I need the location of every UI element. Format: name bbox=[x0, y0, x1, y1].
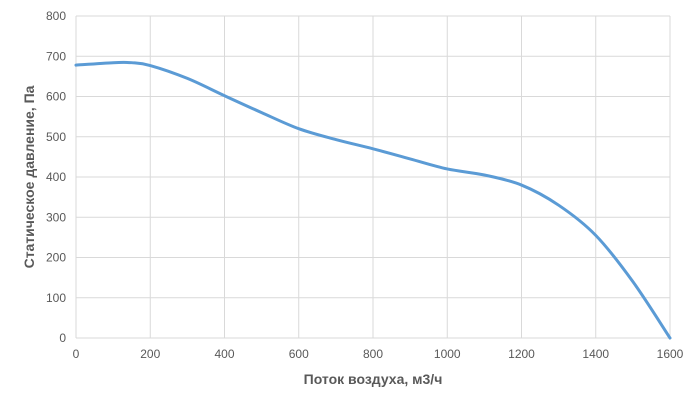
series bbox=[74, 60, 672, 340]
x-tick-label: 1200 bbox=[508, 347, 535, 361]
y-tick-label: 700 bbox=[46, 49, 66, 63]
series-line bbox=[74, 60, 672, 340]
x-tick-label: 200 bbox=[140, 347, 160, 361]
x-tick-label: 600 bbox=[289, 347, 309, 361]
x-tick-label: 1400 bbox=[582, 347, 609, 361]
y-tick-label: 0 bbox=[59, 331, 66, 345]
x-tick-label: 0 bbox=[73, 347, 80, 361]
y-tick-label: 800 bbox=[46, 9, 66, 23]
x-tick-label: 400 bbox=[214, 347, 234, 361]
x-tick-label: 1600 bbox=[657, 347, 684, 361]
y-tick-label: 300 bbox=[46, 210, 66, 224]
x-tick-label: 1000 bbox=[434, 347, 461, 361]
y-tick-label: 200 bbox=[46, 251, 66, 265]
y-tick-label: 400 bbox=[46, 170, 66, 184]
x-tick-label: 800 bbox=[363, 347, 383, 361]
y-axis-title: Статическое давление, Па bbox=[21, 85, 37, 268]
tick-labels: 0 200 400 600 800 1000 1200 1400 1600 0 100 200 300 4… bbox=[46, 9, 684, 361]
y-tick-label: 600 bbox=[46, 90, 66, 104]
y-tick-label: 100 bbox=[46, 291, 66, 305]
x-axis-title: Поток воздуха, м3/ч bbox=[304, 371, 443, 387]
y-tick-label: 500 bbox=[46, 130, 66, 144]
grid bbox=[75, 15, 671, 339]
